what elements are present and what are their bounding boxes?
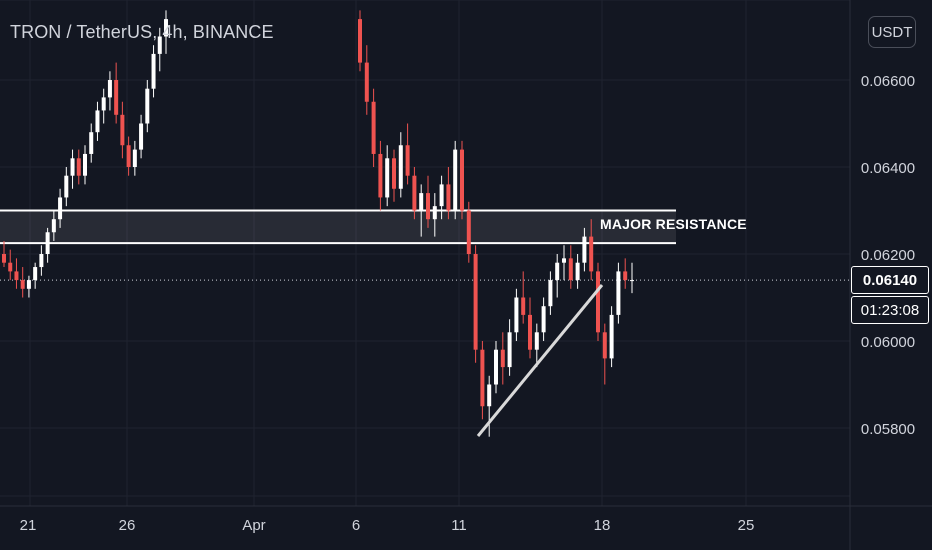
candle-body — [114, 80, 119, 115]
candle-body — [562, 258, 566, 263]
candle-body — [494, 349, 498, 385]
time-axis-label: 18 — [594, 517, 611, 534]
candle-body — [582, 236, 587, 263]
candle-body — [14, 271, 19, 281]
candle-body — [26, 280, 31, 289]
candle-body — [480, 349, 485, 407]
candle-body — [371, 101, 376, 154]
candle-body — [33, 267, 38, 281]
time-axis-label: 25 — [738, 517, 755, 534]
candle-body — [358, 19, 362, 63]
candle-body — [20, 280, 25, 289]
resistance-zone — [0, 210, 676, 244]
candle-body — [58, 197, 63, 220]
support-trendline — [476, 284, 604, 437]
price-axis-label: 0.06400 — [861, 160, 915, 177]
candle-body — [534, 332, 539, 350]
time-axis-label: 21 — [20, 517, 37, 534]
price-axis-label: 0.06600 — [861, 73, 915, 90]
candle-body — [602, 332, 607, 359]
candle-body — [541, 306, 546, 333]
price-axis-label: 0.06000 — [861, 334, 915, 351]
time-axis-label: 11 — [451, 517, 467, 534]
candle-body — [548, 280, 553, 307]
candle-body — [126, 145, 131, 167]
candle-body — [487, 384, 492, 407]
candle-body — [453, 149, 458, 211]
candle-body — [378, 153, 383, 198]
candle-body — [145, 88, 150, 124]
candle-body — [439, 184, 444, 207]
candle-body — [398, 145, 403, 189]
candle-body — [151, 53, 156, 89]
candle-body — [2, 254, 6, 263]
candle-body — [521, 297, 526, 315]
candle-body — [83, 153, 87, 176]
candle-body — [507, 332, 512, 368]
candle-body — [514, 297, 519, 333]
candle-body — [164, 19, 168, 37]
candle-body — [460, 149, 464, 211]
price-axis-label: 0.05800 — [861, 421, 915, 438]
candle-body — [132, 149, 137, 167]
candle-body — [473, 254, 478, 350]
candle-body — [528, 314, 532, 350]
chart-title: TRON / TetherUS, 4h, BINANCE — [10, 22, 274, 42]
candle-body — [609, 314, 614, 359]
price-axis-label: 0.06200 — [861, 247, 915, 264]
candle-body — [101, 97, 106, 111]
candle-body — [412, 175, 417, 211]
candle-body — [596, 271, 600, 333]
currency-button[interactable]: USDT — [868, 16, 916, 48]
candle-body — [630, 280, 634, 282]
candle-body — [446, 184, 451, 211]
candle-body — [364, 62, 369, 102]
candle-body — [8, 262, 13, 272]
candle-body — [466, 210, 471, 254]
candle-body — [107, 80, 112, 98]
candle-body — [76, 158, 81, 176]
time-axis-label: Apr — [242, 517, 265, 534]
candle-body — [64, 175, 69, 198]
candle-body — [616, 271, 621, 315]
candle-body — [419, 193, 424, 211]
candle-body — [51, 219, 56, 233]
candle-body — [432, 206, 437, 220]
candle-body — [39, 254, 44, 268]
candle-body — [385, 158, 390, 198]
candle-body — [95, 110, 100, 133]
candle-body — [392, 158, 396, 189]
candle-body — [568, 258, 573, 281]
resistance-label: MAJOR RESISTANCE — [600, 216, 747, 232]
candle-body — [426, 193, 430, 220]
candle-body — [555, 262, 560, 281]
candle-body — [157, 36, 162, 54]
candle-body — [623, 271, 628, 281]
candle-body — [70, 158, 75, 176]
candle-body — [500, 349, 505, 368]
candle-body — [575, 262, 580, 281]
candle-body — [405, 145, 410, 176]
candle-body — [139, 123, 144, 150]
candle-body — [589, 236, 594, 272]
current-price-badge: 0.06140 — [851, 266, 929, 294]
candle-body — [120, 114, 125, 146]
bar-countdown-badge: 01:23:08 — [851, 296, 929, 324]
candle-body — [89, 132, 94, 154]
time-axis-label: 6 — [352, 517, 360, 534]
time-axis-label: 26 — [119, 517, 136, 534]
candle-body — [45, 232, 50, 254]
